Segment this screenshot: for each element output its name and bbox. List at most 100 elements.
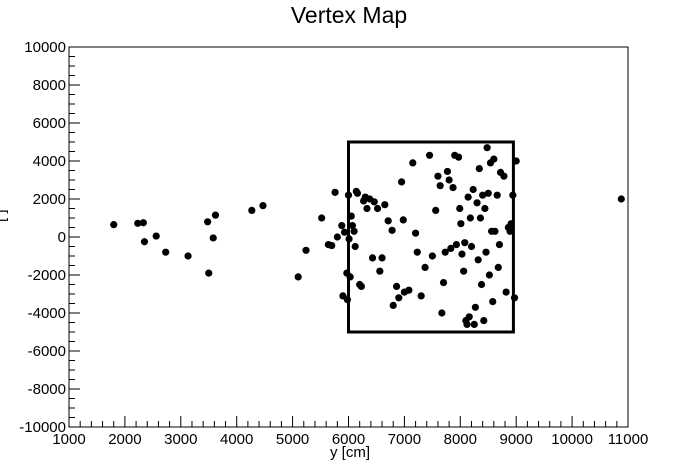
data-point	[328, 241, 336, 250]
data-point	[425, 151, 434, 159]
data-point	[471, 303, 479, 311]
x-tick-label: 1000	[52, 431, 85, 448]
data-point	[449, 184, 457, 192]
data-point	[495, 241, 504, 249]
data-point	[344, 191, 353, 199]
data-point	[491, 227, 499, 235]
data-point	[475, 165, 483, 173]
data-point	[456, 204, 464, 213]
data-point	[458, 250, 466, 258]
data-point	[384, 217, 392, 225]
data-point	[509, 191, 517, 199]
data-point	[399, 216, 407, 224]
data-point	[343, 296, 351, 304]
data-point	[140, 238, 149, 246]
x-axis-ticks: 1000 2000 3000 4000 5000 6000 7000 8000 9000 1000…	[52, 416, 648, 448]
data-point	[345, 235, 353, 243]
data-point	[438, 309, 446, 317]
data-point	[205, 269, 213, 277]
data-point	[463, 320, 471, 328]
y-axis-label: [ ]	[0, 209, 9, 222]
data-point	[490, 155, 498, 163]
data-point	[395, 294, 403, 302]
data-point	[482, 248, 490, 256]
data-point	[421, 263, 429, 271]
data-point	[466, 214, 474, 222]
data-point	[338, 222, 346, 230]
data-point	[152, 232, 160, 240]
x-tick-label: 8000	[444, 431, 477, 448]
data-point	[340, 228, 349, 236]
selection-box	[347, 140, 515, 334]
data-point	[457, 220, 465, 228]
data-point	[436, 182, 444, 190]
data-point	[477, 280, 486, 289]
data-point	[388, 226, 396, 234]
data-point	[512, 157, 520, 165]
data-point	[405, 286, 413, 294]
x-tick-label: 11000	[608, 431, 649, 448]
data-point	[184, 252, 192, 260]
data-point	[507, 220, 515, 228]
data-point	[348, 222, 357, 230]
data-point	[447, 244, 455, 252]
data-point	[461, 239, 469, 247]
data-point	[381, 201, 389, 209]
data-point	[510, 294, 519, 302]
data-point	[376, 267, 384, 275]
data-point	[259, 202, 267, 210]
data-point	[493, 191, 501, 199]
data-point	[467, 242, 476, 251]
data-point	[363, 204, 371, 213]
data-point	[331, 188, 339, 196]
chart-title: Vertex Map	[290, 2, 408, 28]
data-point	[489, 298, 497, 306]
x-tick-label: 3000	[164, 431, 197, 448]
data-point	[445, 176, 453, 184]
selection-box-rect	[347, 140, 515, 334]
x-axis-label: y [cm]	[330, 444, 370, 461]
data-point	[483, 144, 491, 152]
y-tick-label: 8000	[33, 77, 66, 94]
data-point	[134, 219, 142, 227]
data-point	[460, 267, 468, 275]
x-tick-label: 4000	[220, 431, 253, 448]
data-points	[110, 144, 625, 328]
data-point	[398, 178, 406, 186]
data-point	[428, 252, 436, 260]
data-point	[417, 292, 425, 300]
data-point	[506, 227, 514, 235]
data-point	[378, 254, 386, 262]
data-point	[413, 248, 421, 256]
data-point	[470, 320, 478, 328]
data-point	[373, 204, 382, 213]
data-point	[204, 218, 212, 226]
data-point	[302, 246, 310, 254]
data-point	[432, 206, 440, 214]
data-point	[392, 282, 401, 290]
data-point	[474, 256, 482, 264]
data-point	[500, 172, 508, 180]
data-point	[347, 212, 355, 220]
data-point	[389, 301, 397, 309]
y-tick-label: 6000	[33, 115, 66, 132]
x-tick-label: 9000	[500, 431, 533, 448]
data-point	[162, 248, 170, 256]
y-tick-label: -2000	[28, 267, 66, 284]
y-tick-label: -4000	[28, 305, 66, 322]
data-point	[411, 229, 420, 237]
y-tick-label: 10000	[24, 39, 66, 56]
x-tick-label: 5000	[276, 431, 309, 448]
data-point	[248, 206, 256, 214]
data-point	[473, 199, 481, 207]
data-point	[485, 271, 493, 279]
data-point	[357, 282, 365, 290]
data-point	[209, 234, 217, 242]
x-tick-label: 7000	[388, 431, 421, 448]
data-point	[346, 273, 354, 281]
data-point	[494, 263, 502, 271]
y-tick-label: -6000	[28, 343, 66, 360]
data-point	[479, 191, 487, 199]
data-point	[481, 204, 489, 213]
